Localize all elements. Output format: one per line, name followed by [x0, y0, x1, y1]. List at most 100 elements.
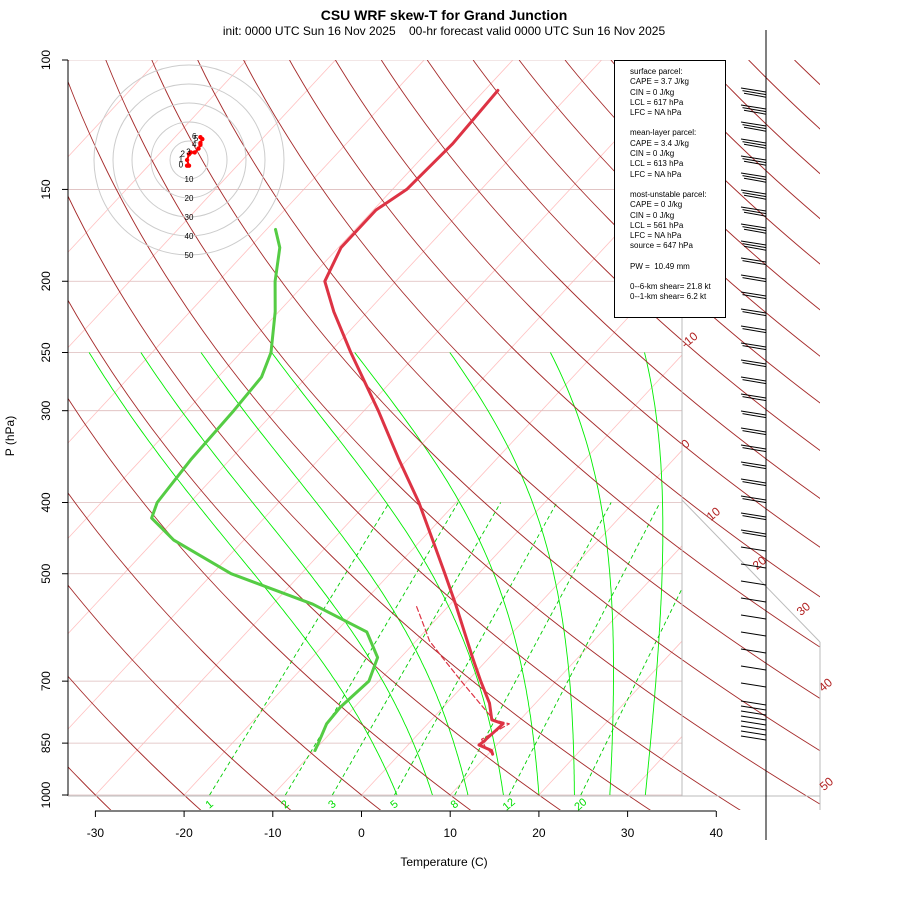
hodograph-height-label: 0 — [179, 161, 184, 170]
barb-flag — [742, 243, 767, 249]
barb-flag — [743, 194, 767, 200]
isotherm — [68, 60, 425, 444]
barb-flag — [743, 228, 767, 234]
hodograph-ring-label: 40 — [185, 232, 194, 241]
wind-barb — [740, 87, 767, 98]
dry-adiabat — [68, 675, 202, 810]
barb-flag — [740, 705, 767, 711]
barb-flag — [743, 143, 767, 149]
chart-title: CSU WRF skew-T for Grand Junction — [320, 7, 568, 23]
info-line: LFC = NA hPa — [630, 231, 682, 241]
isotherm — [360, 449, 682, 796]
barb-flag — [742, 192, 767, 198]
shear-block: 0--6-km shear= 21.8 kt 0--1-km shear= 6.… — [630, 282, 725, 303]
barb-flag — [740, 87, 767, 93]
sounding-traces — [150, 88, 510, 756]
wind-barb — [740, 393, 767, 402]
hodograph-ring-label: 50 — [185, 251, 194, 260]
dry-adiabat — [68, 299, 561, 810]
barb-flag — [742, 141, 767, 147]
moist-adiabat — [644, 352, 664, 796]
hodograph-height-label: 1 — [179, 155, 184, 164]
wind-barb — [740, 427, 767, 436]
wind-barb — [740, 376, 767, 385]
x-axis-title: Temperature (C) — [400, 855, 487, 869]
isotherm — [448, 545, 682, 796]
wind-barb — [740, 597, 767, 603]
wind-barb — [740, 121, 767, 132]
hodograph-height-label: 4 — [192, 140, 197, 149]
wind-barb — [740, 478, 767, 487]
barb-flag — [740, 274, 767, 280]
temperature-trace — [323, 88, 505, 756]
barb-flag — [740, 495, 767, 501]
dry-adiabat — [68, 584, 292, 810]
barb-flag — [740, 189, 767, 195]
barb-flag — [742, 481, 767, 487]
barb-flag — [740, 427, 767, 433]
dry-adiabat — [748, 60, 820, 130]
hodograph-point — [198, 140, 203, 146]
barb-flag — [740, 104, 767, 110]
hodograph-ring-label: 20 — [185, 194, 194, 203]
barb-flag — [740, 665, 767, 671]
isotherm-label: 40 — [816, 675, 835, 695]
barb-flag — [743, 177, 767, 183]
isotherm — [879, 60, 900, 811]
isotherm — [537, 640, 682, 796]
wind-barb — [740, 495, 767, 504]
barb-flag — [742, 90, 767, 96]
wind-barb — [740, 715, 767, 721]
barb-flag — [740, 597, 767, 603]
hodograph-height-label: 5 — [194, 134, 199, 143]
barb-flag — [740, 725, 767, 731]
mixing-ratio-line — [580, 587, 682, 796]
info-line: 0--1-km shear= 6.2 kt — [630, 292, 707, 302]
hodograph-point — [192, 150, 197, 155]
barb-flag — [740, 155, 767, 161]
barb-flag — [742, 532, 767, 538]
barb-flag — [740, 376, 767, 382]
barb-flag — [740, 172, 767, 178]
info-line: mean-layer parcel: — [630, 128, 697, 138]
barb-flag — [742, 328, 767, 334]
barb-flag — [740, 410, 767, 416]
wind-barb — [740, 665, 767, 671]
wind-barb — [740, 720, 767, 726]
info-line: PW = 10.49 mm — [630, 261, 690, 271]
most-unstable-parcel-block: most-unstable parcel: CAPE = 0 J/kg CIN … — [630, 190, 725, 252]
y-tick-label: 700 — [39, 671, 53, 691]
mixing-ratio-label: 3 — [326, 798, 338, 811]
info-line: LCL = 561 hPa — [630, 220, 684, 230]
barb-flag — [740, 720, 767, 726]
barb-flag — [742, 277, 767, 283]
info-line: CAPE = 0 J/kg — [630, 200, 683, 210]
dry-adiabat — [197, 60, 820, 699]
wind-barb — [740, 342, 767, 351]
barb-flag — [742, 345, 767, 351]
barb-flag — [742, 464, 767, 470]
dry-adiabat — [105, 60, 820, 805]
wind-barb — [740, 512, 767, 521]
wind-barb — [740, 172, 767, 183]
isotherm — [68, 68, 682, 730]
barb-flag — [740, 325, 767, 331]
barb-flag — [742, 362, 767, 368]
wind-barb — [740, 546, 767, 552]
dry-adiabat — [472, 60, 820, 404]
y-tick-label: 850 — [39, 733, 53, 753]
barb-flag — [743, 245, 767, 251]
barb-flag — [740, 461, 767, 467]
isotherm — [68, 60, 159, 158]
hodograph-ring — [112, 83, 266, 237]
hodograph-point — [196, 146, 201, 151]
x-tick-label: 0 — [358, 826, 365, 840]
wind-barb — [740, 444, 767, 453]
wind-barb — [740, 730, 767, 736]
dry-adiabat — [794, 60, 820, 86]
dry-adiabat — [886, 60, 900, 812]
barb-flag — [740, 393, 767, 399]
barb-flag — [740, 546, 767, 552]
barb-flag — [740, 206, 767, 212]
